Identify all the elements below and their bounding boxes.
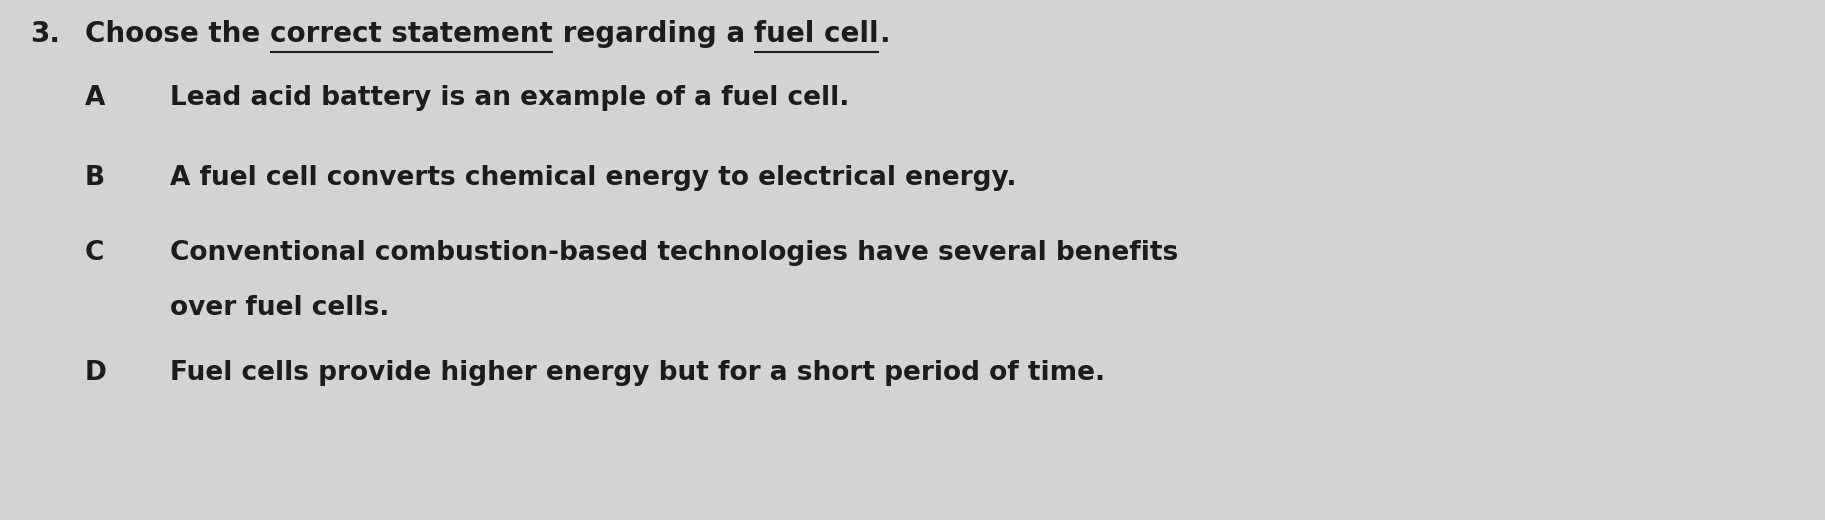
Text: 3.: 3. — [29, 20, 60, 48]
Text: Choose the: Choose the — [86, 20, 270, 48]
Text: D: D — [86, 360, 108, 386]
Text: C: C — [86, 240, 104, 266]
Text: correct statement: correct statement — [270, 20, 553, 48]
Text: Fuel cells provide higher energy but for a short period of time.: Fuel cells provide higher energy but for… — [170, 360, 1106, 386]
Text: A: A — [86, 85, 106, 111]
Text: Conventional combustion-based technologies have several benefits: Conventional combustion-based technologi… — [170, 240, 1179, 266]
Text: regarding a: regarding a — [553, 20, 754, 48]
Text: B: B — [86, 165, 106, 191]
Text: fuel cell: fuel cell — [754, 20, 880, 48]
Text: over fuel cells.: over fuel cells. — [170, 295, 389, 321]
Text: A fuel cell converts chemical energy to electrical energy.: A fuel cell converts chemical energy to … — [170, 165, 1017, 191]
Text: .: . — [880, 20, 889, 48]
Text: Lead acid battery is an example of a fuel cell.: Lead acid battery is an example of a fue… — [170, 85, 849, 111]
